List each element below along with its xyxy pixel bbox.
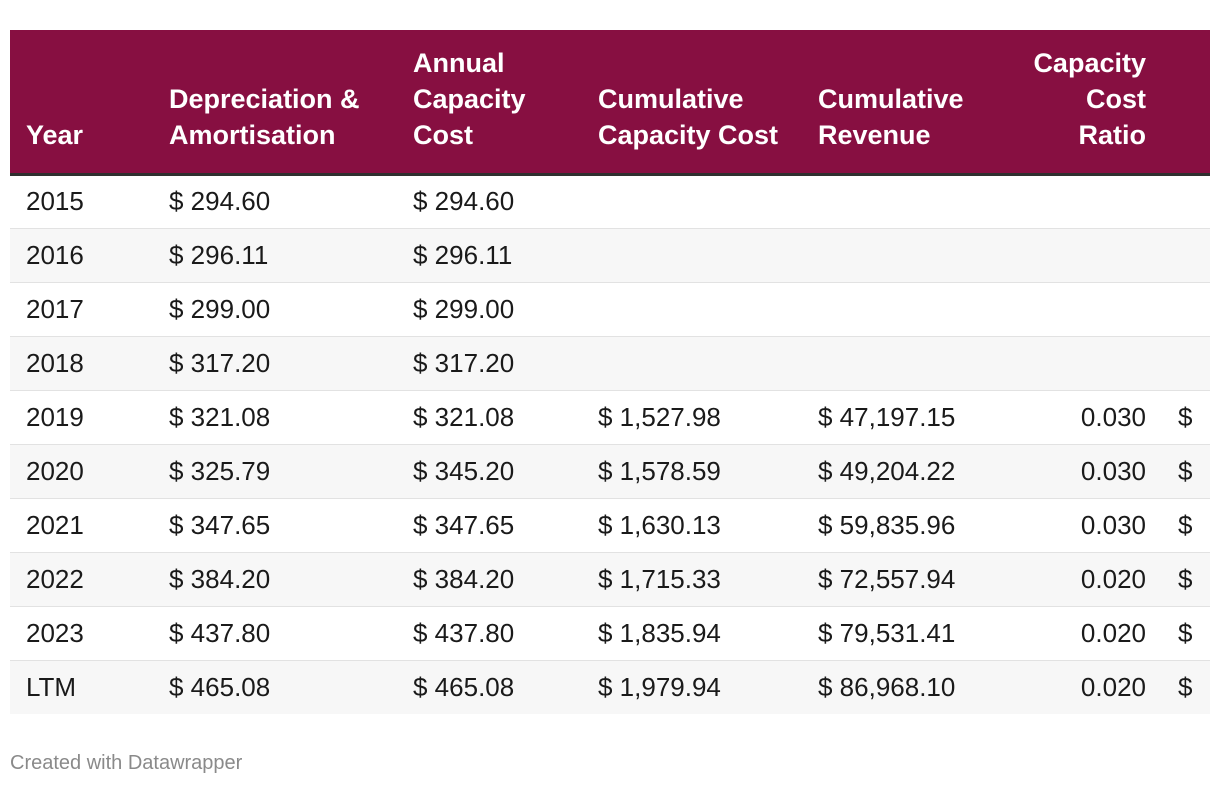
cell-cumcost: $ 1,578.59 xyxy=(582,444,802,499)
data-table-container: Year Depreciation & Amortisation Annual Ca… xyxy=(10,30,1210,714)
cell-annual: $ 465.08 xyxy=(413,671,515,702)
cell-ratio xyxy=(1002,336,1162,391)
cell-cumrev: $ 59,835.96 xyxy=(802,498,1002,553)
cell-extra: $ xyxy=(1178,671,1193,702)
cell-cumcost: $ 1,630.13 xyxy=(582,498,802,553)
cell-dep: $ 465.08 xyxy=(169,671,271,702)
table-row: 2022 $ 384.20 $ 384.20 $ 1,715.33 $ 72,557.9… xyxy=(10,552,1210,607)
cell-extra: $ xyxy=(1162,390,1210,445)
cell-year: 2017 xyxy=(10,282,153,337)
cell-annual: $ 384.20 xyxy=(397,552,582,607)
cell-cumrev: $ 86,968.10 xyxy=(818,671,956,702)
cell-extra xyxy=(1162,174,1210,229)
cell-year: LTM xyxy=(26,671,77,702)
table-row: LTM $ 465.08 $ 465.08 $ 1,979.94 $ 86,968.10… xyxy=(10,660,1210,714)
header-row: Year Depreciation & Amortisation Annual Ca… xyxy=(10,30,1210,176)
cell-cumrev: $ 79,531.41 xyxy=(802,606,1002,661)
cell-dep: $ 294.60 xyxy=(153,174,397,229)
cell-cumcost: $ 1,715.33 xyxy=(582,552,802,607)
cell-ratio: 0.020 xyxy=(1002,552,1162,607)
cell-ratio xyxy=(1002,282,1162,337)
cell-dep: $ 321.08 xyxy=(153,390,397,445)
cell-cumrev: $ 49,204.22 xyxy=(802,444,1002,499)
cell-annual: $ 437.80 xyxy=(397,606,582,661)
cell-ratio: 0.020 xyxy=(1080,671,1146,702)
cell-ratio: 0.020 xyxy=(1002,606,1162,661)
table-row: 2021 $ 347.65 $ 347.65 $ 1,630.13 $ 59,835.9… xyxy=(10,498,1210,553)
data-table: Year Depreciation & Amortisation Annual Ca… xyxy=(10,30,1210,714)
cell-annual: $ 299.00 xyxy=(397,282,582,337)
cell-dep: $ 347.65 xyxy=(153,498,397,553)
cell-year: 2016 xyxy=(10,228,153,283)
cell-extra: $ xyxy=(1162,498,1210,553)
cell-cumrev xyxy=(802,174,1002,229)
cell-annual: $ 345.20 xyxy=(397,444,582,499)
column-header-cumrev: Cumulative Revenue xyxy=(802,30,1002,176)
cell-year: 2022 xyxy=(10,552,153,607)
table-row: 2017 $ 299.00 $ 299.00 xyxy=(10,282,1210,337)
cell-dep: $ 437.80 xyxy=(153,606,397,661)
table-row: 2016 $ 296.11 $ 296.11 xyxy=(10,228,1210,283)
cell-year: 2018 xyxy=(10,336,153,391)
cell-cumrev: $ 72,557.94 xyxy=(802,552,1002,607)
table-row: 2015 $ 294.60 $ 294.60 xyxy=(10,174,1210,229)
column-header-year: Year xyxy=(10,30,153,176)
column-header-cumcost: Cumulative Capacity Cost xyxy=(582,30,802,176)
column-header-annual: Annual Capacity Cost xyxy=(397,30,582,176)
column-header-dep: Depreciation & Amortisation xyxy=(153,30,397,176)
cell-dep: $ 317.20 xyxy=(153,336,397,391)
cell-year: 2021 xyxy=(10,498,153,553)
table-row: 2018 $ 317.20 $ 317.20 xyxy=(10,336,1210,391)
cell-dep: $ 299.00 xyxy=(153,282,397,337)
cell-extra xyxy=(1162,336,1210,391)
cell-cumrev xyxy=(802,282,1002,337)
cell-annual: $ 347.65 xyxy=(397,498,582,553)
cell-dep: $ 384.20 xyxy=(153,552,397,607)
cell-annual: $ 317.20 xyxy=(397,336,582,391)
cell-ratio xyxy=(1002,228,1162,283)
cell-extra xyxy=(1162,282,1210,337)
cell-cumrev xyxy=(802,228,1002,283)
datawrapper-credit: Created with Datawrapper xyxy=(10,752,243,774)
cell-cumrev: $ 47,197.15 xyxy=(802,390,1002,445)
cell-extra: $ xyxy=(1162,444,1210,499)
cell-cumcost: $ 1,835.94 xyxy=(582,606,802,661)
cell-year: 2015 xyxy=(10,174,153,229)
cell-cumrev xyxy=(802,336,1002,391)
cell-extra: $ xyxy=(1162,606,1210,661)
cell-ratio xyxy=(1002,174,1162,229)
cell-cumcost xyxy=(582,282,802,337)
cell-cumcost xyxy=(582,174,802,229)
cell-cumcost xyxy=(582,228,802,283)
table-row: 2023 $ 437.80 $ 437.80 $ 1,835.94 $ 79,531.4… xyxy=(10,606,1210,661)
cell-annual: $ 321.08 xyxy=(397,390,582,445)
table-body: 2015 $ 294.60 $ 294.60 2016 $ 296.11 $ 296.11… xyxy=(10,174,1210,714)
table-row: 2019 $ 321.08 $ 321.08 $ 1,527.98 $ 47,197.1… xyxy=(10,390,1210,445)
cell-dep: $ 325.79 xyxy=(153,444,397,499)
column-header-ratio: Capacity Cost Ratio xyxy=(1002,30,1162,176)
cell-extra xyxy=(1162,228,1210,283)
cell-cumcost: $ 1,527.98 xyxy=(582,390,802,445)
cell-ratio: 0.030 xyxy=(1002,444,1162,499)
cell-cumcost: $ 1,979.94 xyxy=(598,671,721,702)
cell-extra: $ xyxy=(1162,552,1210,607)
cell-cumcost xyxy=(582,336,802,391)
cell-ratio: 0.030 xyxy=(1002,498,1162,553)
cell-ratio: 0.030 xyxy=(1002,390,1162,445)
cell-year: 2020 xyxy=(10,444,153,499)
table-header: Year Depreciation & Amortisation Annual Ca… xyxy=(10,30,1210,176)
column-header-extra xyxy=(1162,30,1210,176)
cell-annual: $ 296.11 xyxy=(397,228,582,283)
cell-annual: $ 294.60 xyxy=(397,174,582,229)
cell-dep: $ 296.11 xyxy=(153,228,397,283)
table-row: 2020 $ 325.79 $ 345.20 $ 1,578.59 $ 49,204.2… xyxy=(10,444,1210,499)
cell-year: 2023 xyxy=(10,606,153,661)
cell-year: 2019 xyxy=(10,390,153,445)
